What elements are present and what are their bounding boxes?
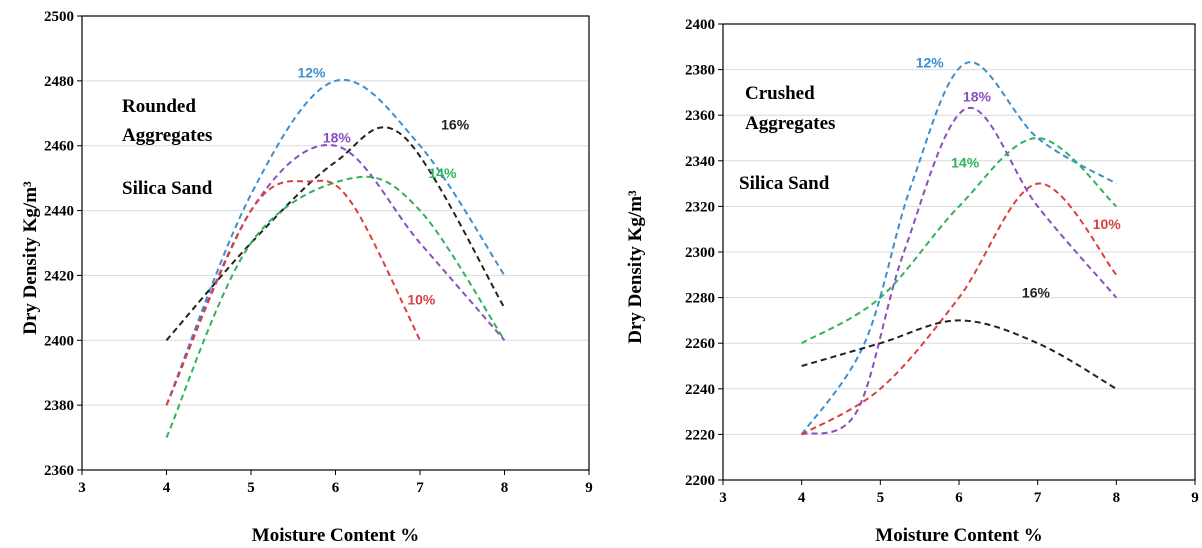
- x-tick-label: 4: [163, 480, 171, 496]
- annotation-line-2: Aggregates: [122, 125, 212, 146]
- x-tick-label: 7: [416, 480, 424, 496]
- y-axis-title: Dry Density Kg/m³: [20, 181, 41, 335]
- series-label: 16%: [441, 117, 470, 133]
- y-tick-label: 2280: [685, 291, 715, 307]
- series-label: 12%: [916, 54, 945, 70]
- x-tick-label: 6: [332, 480, 340, 496]
- x-tick-label: 3: [78, 480, 86, 496]
- y-tick-label: 2380: [685, 63, 715, 79]
- y-tick-labels: 2360 2380 2400 2420 2440 2460 2480 2500: [44, 9, 82, 479]
- annotation-line-1: Crushed: [745, 83, 815, 104]
- x-tick-label: 6: [955, 490, 963, 506]
- series-line-10pct: [802, 183, 1117, 434]
- series-label: 16%: [1022, 285, 1051, 301]
- series-line-16pct: [802, 320, 1117, 388]
- x-axis-title: Moisture Content %: [252, 525, 419, 546]
- y-tick-labels: 2200 2220 2240 2260 2280 2300 2320 2340 2360 2380…: [685, 17, 723, 489]
- series-line-10pct: [167, 181, 421, 405]
- x-tick-label: 4: [798, 490, 806, 506]
- y-tick-label: 2400: [44, 333, 74, 349]
- chart-crushed-aggregates: 3 4 5 6 7 8 9 2200 2220 2240 2260 2280 2300 2320 2340…: [625, 17, 1199, 546]
- chart-rounded-aggregates: 3 4 5 6 7 8 9 2360 2380 2400 2420 2440 2460 2480 2500…: [20, 9, 593, 546]
- x-tick-label: 9: [585, 480, 593, 496]
- x-tick-label: 8: [501, 480, 509, 496]
- plot-frame: [82, 16, 589, 470]
- y-tick-label: 2380: [44, 398, 74, 414]
- x-tick-label: 5: [877, 490, 885, 506]
- annotation-line-2: Aggregates: [745, 113, 835, 134]
- series-label: 12%: [297, 65, 326, 81]
- series-line-12pct: [802, 62, 1117, 434]
- y-axis-title: Dry Density Kg/m³: [625, 190, 646, 344]
- series-label: 18%: [963, 89, 992, 105]
- annotation-line-1: Rounded: [122, 96, 196, 117]
- y-tick-label: 2360: [44, 463, 74, 479]
- y-tick-label: 2460: [44, 139, 74, 155]
- x-tick-label: 3: [719, 490, 727, 506]
- x-tick-label: 5: [247, 480, 255, 496]
- annotation-line-3: Silica Sand: [122, 178, 213, 199]
- y-tick-label: 2440: [44, 204, 74, 220]
- y-tick-label: 2400: [685, 17, 715, 33]
- y-tick-label: 2500: [44, 9, 74, 25]
- series-label: 10%: [1093, 216, 1122, 232]
- x-tick-labels: 3 4 5 6 7 8 9: [78, 470, 593, 496]
- x-axis-title: Moisture Content %: [875, 525, 1042, 546]
- x-tick-labels: 3 4 5 6 7 8 9: [719, 480, 1199, 506]
- series-label: 18%: [323, 129, 352, 145]
- y-tick-label: 2220: [685, 427, 715, 443]
- series-label: 10%: [407, 292, 436, 308]
- x-tick-label: 9: [1191, 490, 1199, 506]
- annotation-line-3: Silica Sand: [739, 173, 830, 194]
- y-tick-label: 2200: [685, 473, 715, 489]
- x-tick-label: 7: [1034, 490, 1042, 506]
- series-label: 14%: [428, 165, 457, 181]
- series-line-16pct: [167, 127, 505, 340]
- y-tick-label: 2420: [44, 268, 74, 284]
- y-tick-label: 2340: [685, 154, 715, 170]
- series-label: 14%: [951, 155, 980, 171]
- x-tick-label: 8: [1113, 490, 1121, 506]
- y-tick-label: 2300: [685, 245, 715, 261]
- y-tick-label: 2240: [685, 382, 715, 398]
- series-lines: [802, 62, 1117, 434]
- y-tick-label: 2260: [685, 336, 715, 352]
- y-tick-label: 2320: [685, 199, 715, 215]
- series-line-14pct: [167, 177, 505, 438]
- y-tick-label: 2360: [685, 108, 715, 124]
- y-tick-label: 2480: [44, 74, 74, 90]
